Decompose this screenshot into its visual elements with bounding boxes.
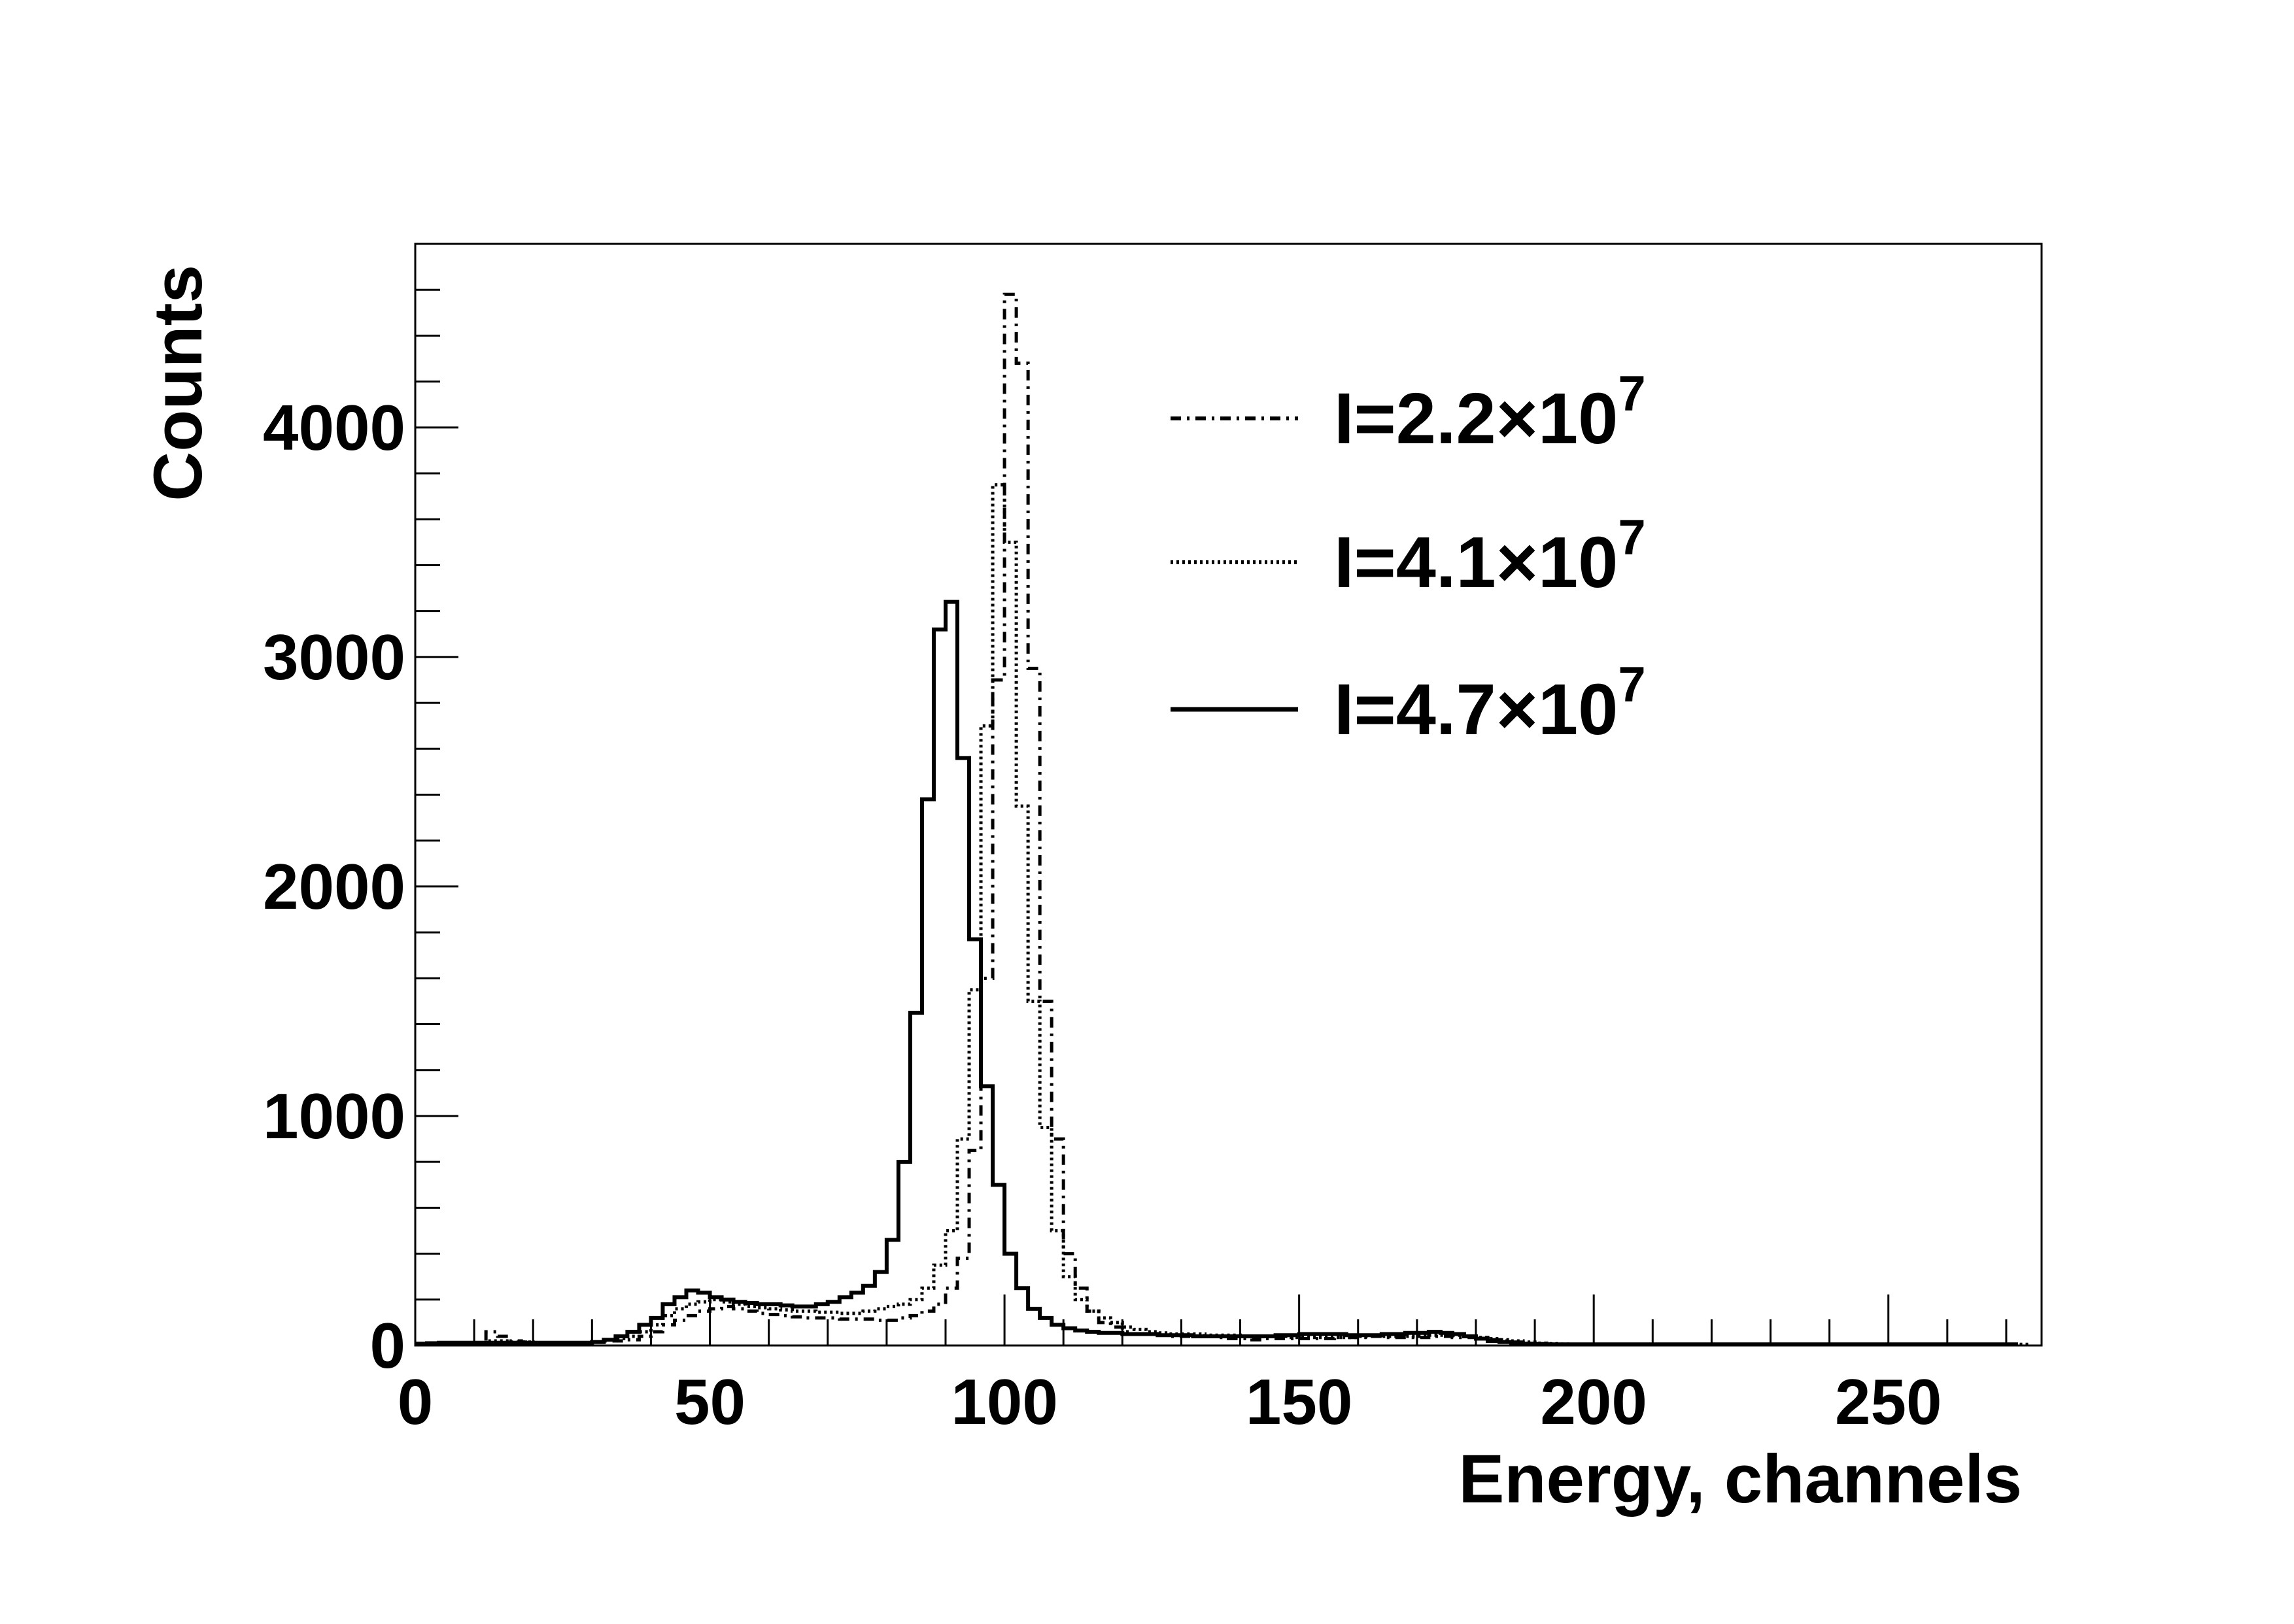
- x-tick-label: 100: [951, 1366, 1058, 1438]
- plot-frame: [414, 243, 2043, 1347]
- x-tick-label: 200: [1540, 1366, 1647, 1438]
- series-solid-line: [415, 600, 2018, 1347]
- legend-entry-label: I=4.7×107: [1334, 657, 1646, 750]
- legend-label-base: I=4.1: [1334, 522, 1496, 603]
- legend-entry-label: I=2.2×107: [1334, 366, 1646, 459]
- x-tick-label: 150: [1246, 1366, 1353, 1438]
- series-dotted-line: [415, 483, 2030, 1346]
- x-axis-ticks: 0 50 100 150 200 250: [398, 1294, 2008, 1438]
- series-dashdot-line: [415, 292, 2018, 1346]
- legend-label-exponent: 7: [1618, 366, 1645, 422]
- legend-label-times: ×10: [1496, 522, 1618, 603]
- y-tick-label: 0: [369, 1310, 405, 1381]
- x-axis-label: Energy, channels: [1458, 1441, 2022, 1517]
- legend-label-base: I=2.2: [1334, 379, 1496, 459]
- y-tick-label: 4000: [263, 392, 405, 464]
- x-tick-label: 250: [1835, 1366, 1942, 1438]
- legend-label-base: I=4.7: [1334, 669, 1496, 750]
- legend-label-times: ×10: [1496, 669, 1618, 750]
- legend-entry-label: I=4.1×107: [1334, 510, 1646, 603]
- y-axis-label: Counts: [140, 265, 216, 501]
- series-layer: [415, 292, 2030, 1347]
- y-axis-ticks: 0 1000 2000 3000 4000: [263, 243, 458, 1381]
- legend-label-exponent: 7: [1618, 657, 1645, 713]
- x-tick-label: 50: [674, 1366, 745, 1438]
- legend-label-times: ×10: [1496, 379, 1618, 459]
- x-tick-label: 0: [398, 1366, 434, 1438]
- y-tick-label: 1000: [263, 1080, 405, 1152]
- y-tick-label: 3000: [263, 621, 405, 693]
- legend-label-exponent: 7: [1618, 510, 1645, 566]
- y-tick-label: 2000: [263, 851, 405, 922]
